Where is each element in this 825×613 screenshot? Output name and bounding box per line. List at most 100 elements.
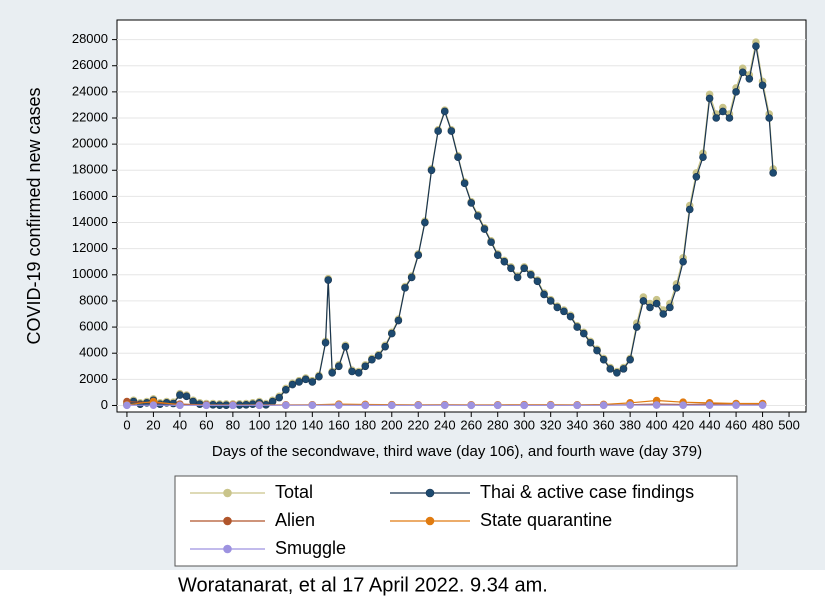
data-point — [480, 225, 489, 233]
x-tick-label: 120 — [275, 417, 297, 432]
x-tick-label: 220 — [407, 417, 429, 432]
data-point — [672, 284, 681, 292]
data-point — [619, 365, 628, 373]
data-point — [374, 352, 383, 360]
data-point — [421, 218, 429, 227]
data-point — [745, 75, 754, 83]
data-point — [454, 153, 462, 161]
data-point — [202, 401, 211, 410]
data-point — [295, 378, 303, 386]
y-tick-label: 4000 — [79, 345, 108, 360]
data-point — [560, 307, 568, 316]
data-point — [282, 385, 290, 394]
x-tick-label: 100 — [249, 417, 271, 432]
x-tick-label: 360 — [593, 417, 615, 432]
x-tick-label: 280 — [487, 417, 509, 432]
x-tick-label: 400 — [646, 417, 668, 432]
data-point — [679, 401, 687, 410]
grid — [117, 39, 806, 406]
data-point — [414, 251, 423, 259]
data-point — [440, 107, 449, 116]
legend-marker — [223, 516, 232, 526]
x-tick-label: 40 — [173, 417, 187, 432]
data-point — [440, 401, 449, 410]
data-point — [176, 391, 184, 399]
data-point — [632, 323, 641, 331]
data-point — [553, 303, 562, 312]
y-tick-label: 24000 — [72, 83, 108, 98]
data-point — [507, 264, 515, 273]
data-point — [275, 393, 284, 402]
data-point — [626, 355, 634, 364]
y-tick-label: 22000 — [72, 109, 108, 124]
legend-label: Total — [275, 482, 313, 502]
x-tick-label: 500 — [778, 417, 800, 432]
data-point — [308, 401, 317, 410]
marks — [123, 38, 777, 410]
x-tick-label: 420 — [672, 417, 694, 432]
legend-marker — [223, 488, 232, 498]
caption: Woratanarat, et al 17 April 2022. 9.34 a… — [178, 574, 548, 596]
data-point — [725, 114, 734, 122]
y-tick-label: 2000 — [79, 371, 108, 386]
data-point — [652, 299, 661, 308]
data-point — [381, 342, 389, 351]
data-point — [765, 114, 773, 122]
data-point — [335, 362, 343, 371]
data-point — [699, 153, 707, 161]
data-point — [685, 205, 694, 214]
plot-area — [116, 19, 807, 413]
data-point — [460, 179, 469, 188]
y-tick-label: 28000 — [72, 31, 108, 46]
y-tick-label: 16000 — [72, 188, 108, 203]
data-point — [500, 257, 509, 266]
data-point — [527, 270, 535, 279]
data-point — [401, 284, 409, 292]
x-tick-label: 200 — [381, 417, 403, 432]
data-point — [394, 316, 403, 325]
data-point — [387, 329, 396, 338]
data-point — [368, 355, 376, 364]
legend-label: Thai & active case findings — [480, 482, 694, 502]
data-point — [626, 401, 634, 409]
data-point — [573, 323, 581, 331]
data-point — [282, 401, 290, 410]
data-point — [599, 401, 608, 410]
data-point — [738, 68, 747, 77]
data-point — [679, 257, 687, 266]
y-tick-label: 0 — [101, 397, 108, 412]
data-point — [447, 127, 456, 135]
x-tick-label: 300 — [513, 417, 535, 432]
data-point — [361, 362, 370, 371]
data-point — [149, 401, 158, 410]
data-point — [123, 401, 131, 410]
data-point — [613, 368, 621, 377]
legend-marker — [223, 544, 232, 554]
data-point — [248, 400, 257, 408]
data-point — [387, 401, 396, 410]
y-tick-label: 12000 — [72, 240, 108, 255]
x-tick-label: 460 — [725, 417, 747, 432]
data-point — [427, 166, 436, 175]
data-point — [288, 380, 297, 389]
y-tick-label: 8000 — [79, 292, 108, 307]
data-point — [229, 401, 237, 410]
data-point — [176, 401, 184, 410]
data-point — [533, 277, 542, 286]
data-point — [758, 401, 767, 410]
data-point — [493, 251, 502, 259]
data-point — [520, 401, 529, 410]
data-point — [666, 303, 674, 312]
x-tick-label: 260 — [460, 417, 482, 432]
x-tick-label: 60 — [199, 417, 213, 432]
data-point — [407, 273, 416, 282]
y-tick-label: 18000 — [72, 162, 108, 177]
data-point — [335, 401, 343, 410]
x-tick-label: 340 — [566, 417, 588, 432]
data-point — [268, 397, 277, 406]
data-point — [646, 303, 654, 312]
x-tick-label: 140 — [301, 417, 323, 432]
data-point — [324, 276, 333, 284]
data-point — [719, 107, 727, 116]
